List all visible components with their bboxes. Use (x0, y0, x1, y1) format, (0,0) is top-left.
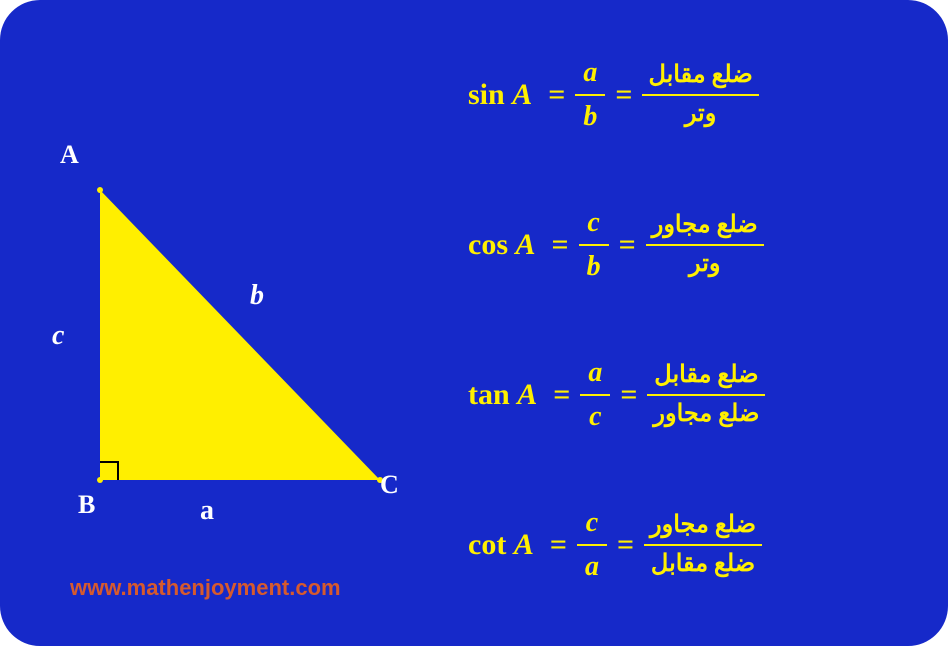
cos-num: c (581, 206, 605, 240)
sin-word-num: ضلع مقابل (642, 61, 758, 90)
formula-cos: cos A = c b = ضلع مجاور وتر (468, 190, 908, 300)
words-tan: ضلع مقابل ضلع مجاور (647, 361, 765, 429)
side-label-c: c (52, 320, 64, 352)
vertex-label-a: A (60, 140, 79, 170)
equals-sign: = (619, 228, 636, 262)
func-cot: cot A (468, 528, 534, 562)
sin-word-den: وتر (679, 100, 723, 129)
sin-den: b (577, 100, 603, 134)
ratio-tan: a c (580, 356, 610, 433)
cos-word-den: وتر (683, 250, 727, 279)
formula-cot: cot A = c a = ضلع مجاور ضلع مقابل (468, 490, 908, 600)
vertex-b-dot (97, 477, 103, 483)
cot-num: c (580, 506, 604, 540)
tan-word-num: ضلع مقابل (648, 361, 764, 390)
equals-sign: = (620, 378, 637, 412)
equals-sign: = (548, 78, 565, 112)
equals-sign: = (552, 228, 569, 262)
tan-word-den: ضلع مجاور (647, 400, 765, 429)
vertex-label-b: B (78, 490, 95, 520)
equals-sign: = (550, 528, 567, 562)
tan-num: a (582, 356, 608, 390)
ratio-cos: c b (579, 206, 609, 283)
side-label-a: a (200, 495, 214, 527)
side-label-b: b (250, 280, 264, 312)
triangle-svg (80, 170, 400, 500)
words-sin: ضلع مقابل وتر (642, 61, 758, 129)
cos-den: b (581, 250, 607, 284)
cot-den: a (579, 550, 605, 584)
formula-tan: tan A = a c = ضلع مقابل ضلع مجاور (468, 340, 908, 450)
sin-num: a (577, 56, 603, 90)
ratio-cot: c a (577, 506, 607, 583)
cos-word-num: ضلع مجاور (646, 211, 764, 240)
formula-sin: sin A = a b = ضلع مقابل وتر (468, 40, 908, 150)
equals-sign: = (617, 528, 634, 562)
vertex-a-dot (97, 187, 103, 193)
triangle-figure: A B C c b a (60, 150, 400, 530)
equals-sign: = (553, 378, 570, 412)
triangle-polygon (100, 190, 380, 480)
equals-sign: = (615, 78, 632, 112)
words-cot: ضلع مجاور ضلع مقابل (644, 511, 762, 579)
words-cos: ضلع مجاور وتر (646, 211, 764, 279)
vertex-label-c: C (380, 470, 399, 500)
formulas-column: sin A = a b = ضلع مقابل وتر cos A = c b … (468, 40, 908, 600)
func-cos: cos A (468, 228, 536, 262)
func-sin: sin A (468, 78, 532, 112)
cot-word-num: ضلع مجاور (644, 511, 762, 540)
ratio-sin: a b (575, 56, 605, 133)
cot-word-den: ضلع مقابل (645, 550, 761, 579)
tan-den: c (583, 400, 607, 434)
trig-definitions-card: A B C c b a sin A = a b = ضلع مقابل وتر … (0, 0, 948, 646)
watermark-url: www.mathenjoyment.com (70, 575, 341, 601)
func-tan: tan A (468, 378, 537, 412)
